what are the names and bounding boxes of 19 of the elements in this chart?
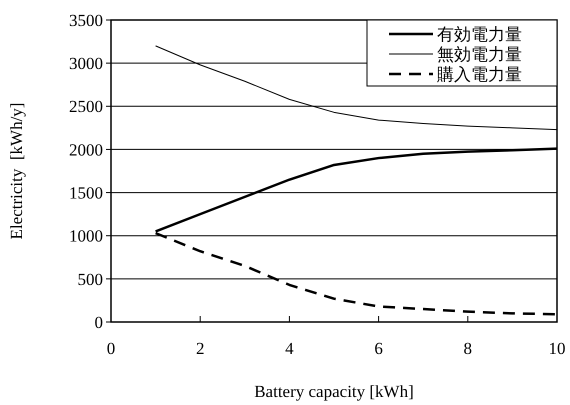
- legend-label: 購入電力量: [437, 64, 522, 85]
- x-tick-label: 6: [374, 339, 383, 358]
- x-tick-label: 8: [464, 339, 472, 358]
- y-tick-label: 2500: [69, 97, 103, 116]
- x-tick-label: 10: [548, 339, 566, 358]
- y-tick-label: 1000: [69, 226, 103, 246]
- legend-label: 無効電力量: [437, 44, 522, 65]
- y-tick-label: 3500: [69, 10, 103, 30]
- x-tick-label: 2: [196, 339, 204, 358]
- y-axis-title: Electricity [kWh/y]: [7, 102, 26, 240]
- y-tick-label: 0: [94, 312, 103, 332]
- y-tick-label: 500: [78, 270, 103, 289]
- x-tick-label: 0: [106, 339, 116, 358]
- y-tick-label: 2000: [69, 140, 103, 160]
- y-tick-label: 3000: [69, 54, 103, 74]
- x-tick-label: 4: [285, 339, 294, 358]
- legend-label: 有効電力量: [437, 24, 522, 45]
- y-tick-label: 1500: [69, 184, 103, 203]
- x-axis-title: Battery capacity [kWh]: [254, 382, 414, 401]
